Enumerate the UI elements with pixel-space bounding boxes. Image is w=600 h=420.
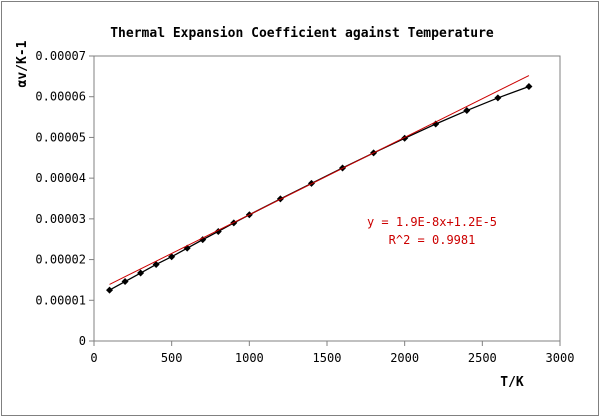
x-tick-label: 3000 bbox=[546, 351, 575, 365]
trendline-r2: R^2 = 0.9981 bbox=[389, 233, 476, 247]
trendline-equation: y = 1.9E-8x+1.2E-5 bbox=[367, 215, 497, 229]
y-tick-label: 0.00006 bbox=[35, 90, 86, 104]
x-tick-label: 2000 bbox=[390, 351, 419, 365]
data-point bbox=[106, 286, 114, 294]
y-tick-label: 0.00002 bbox=[35, 253, 86, 267]
data-point bbox=[199, 236, 207, 244]
trendline-group bbox=[109, 75, 530, 285]
y-tick-label: 0.00004 bbox=[35, 171, 86, 185]
y-tick-label: 0.00003 bbox=[35, 212, 86, 226]
data-point bbox=[152, 260, 160, 268]
x-tick-label: 500 bbox=[161, 351, 183, 365]
x-tick-label: 0 bbox=[90, 351, 97, 365]
data-point bbox=[432, 120, 440, 128]
y-tick-label: 0.00005 bbox=[35, 130, 86, 144]
x-ticks: 0 500 1000 1500 2000 2500 3000 bbox=[90, 341, 574, 365]
data-point bbox=[121, 278, 129, 286]
x-axis-label: T/K bbox=[500, 375, 524, 390]
data-point bbox=[168, 253, 176, 261]
y-ticks: 0 0.00001 0.00002 0.00003 0.00004 0.00005 0.00… bbox=[35, 49, 94, 348]
x-tick-label: 1000 bbox=[235, 351, 264, 365]
y-tick-label: 0 bbox=[79, 334, 86, 348]
data-point bbox=[463, 107, 471, 115]
chart-svg: Thermal Expansion Coefficient against Te… bbox=[15, 26, 574, 390]
y-tick-label: 0.00001 bbox=[35, 293, 86, 307]
data-point bbox=[137, 269, 145, 277]
trendline bbox=[109, 75, 530, 285]
chart-title: Thermal Expansion Coefficient against Te… bbox=[110, 26, 494, 41]
data-point bbox=[525, 83, 533, 91]
y-axis-label: αv/K-1 bbox=[15, 40, 30, 87]
y-tick-label: 0.00007 bbox=[35, 49, 86, 63]
plot-area bbox=[93, 55, 561, 342]
x-tick-label: 1500 bbox=[313, 351, 342, 365]
x-tick-label: 2500 bbox=[468, 351, 497, 365]
data-point bbox=[494, 94, 502, 102]
